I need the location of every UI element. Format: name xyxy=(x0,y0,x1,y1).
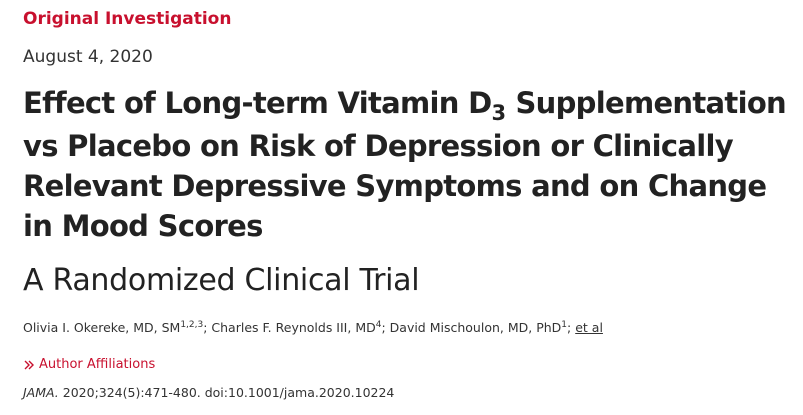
author-separator: ; xyxy=(203,320,212,335)
journal-name: JAMA. xyxy=(23,385,59,400)
double-chevron-right-icon xyxy=(24,360,34,369)
et-al-link[interactable]: et al xyxy=(575,320,603,335)
publication-date: August 4, 2020 xyxy=(23,47,153,67)
author-affiliation-marker: 1 xyxy=(561,319,568,330)
author-affiliations-label: Author Affiliations xyxy=(39,357,156,372)
citation: JAMA. 2020;324(5):471-480. doi:10.1001/j… xyxy=(23,385,394,400)
author-name[interactable]: Charles F. Reynolds III, MD xyxy=(211,320,376,335)
citation-details: 2020;324(5):471-480. doi:10.1001/jama.20… xyxy=(58,385,395,400)
author-name[interactable]: David Mischoulon, MD, PhD xyxy=(389,320,562,335)
article-type: Original Investigation xyxy=(23,9,232,29)
author-affiliation-marker: 1,2,3 xyxy=(180,319,204,330)
author-name[interactable]: Olivia I. Okereke, MD, SM xyxy=(23,320,181,335)
title-text-rest: vs Placebo on Risk of Depression or Clin… xyxy=(23,129,767,243)
article-title: Effect of Long-term Vitamin D3 Supplemen… xyxy=(23,83,798,246)
article-subtitle: A Randomized Clinical Trial xyxy=(23,263,420,298)
author-affiliations-toggle[interactable]: Author Affiliations xyxy=(23,357,155,372)
author-separator: ; xyxy=(567,320,576,335)
author-separator: ; xyxy=(381,320,390,335)
author-affiliation-marker: 4 xyxy=(375,319,382,330)
title-text-line1-end: Supplementation xyxy=(506,86,786,120)
author-list: Olivia I. Okereke, MD, SM1,2,3; Charles … xyxy=(23,320,603,335)
title-text-start: Effect of Long-term Vitamin D xyxy=(23,86,492,120)
title-subscript: 3 xyxy=(491,101,507,125)
